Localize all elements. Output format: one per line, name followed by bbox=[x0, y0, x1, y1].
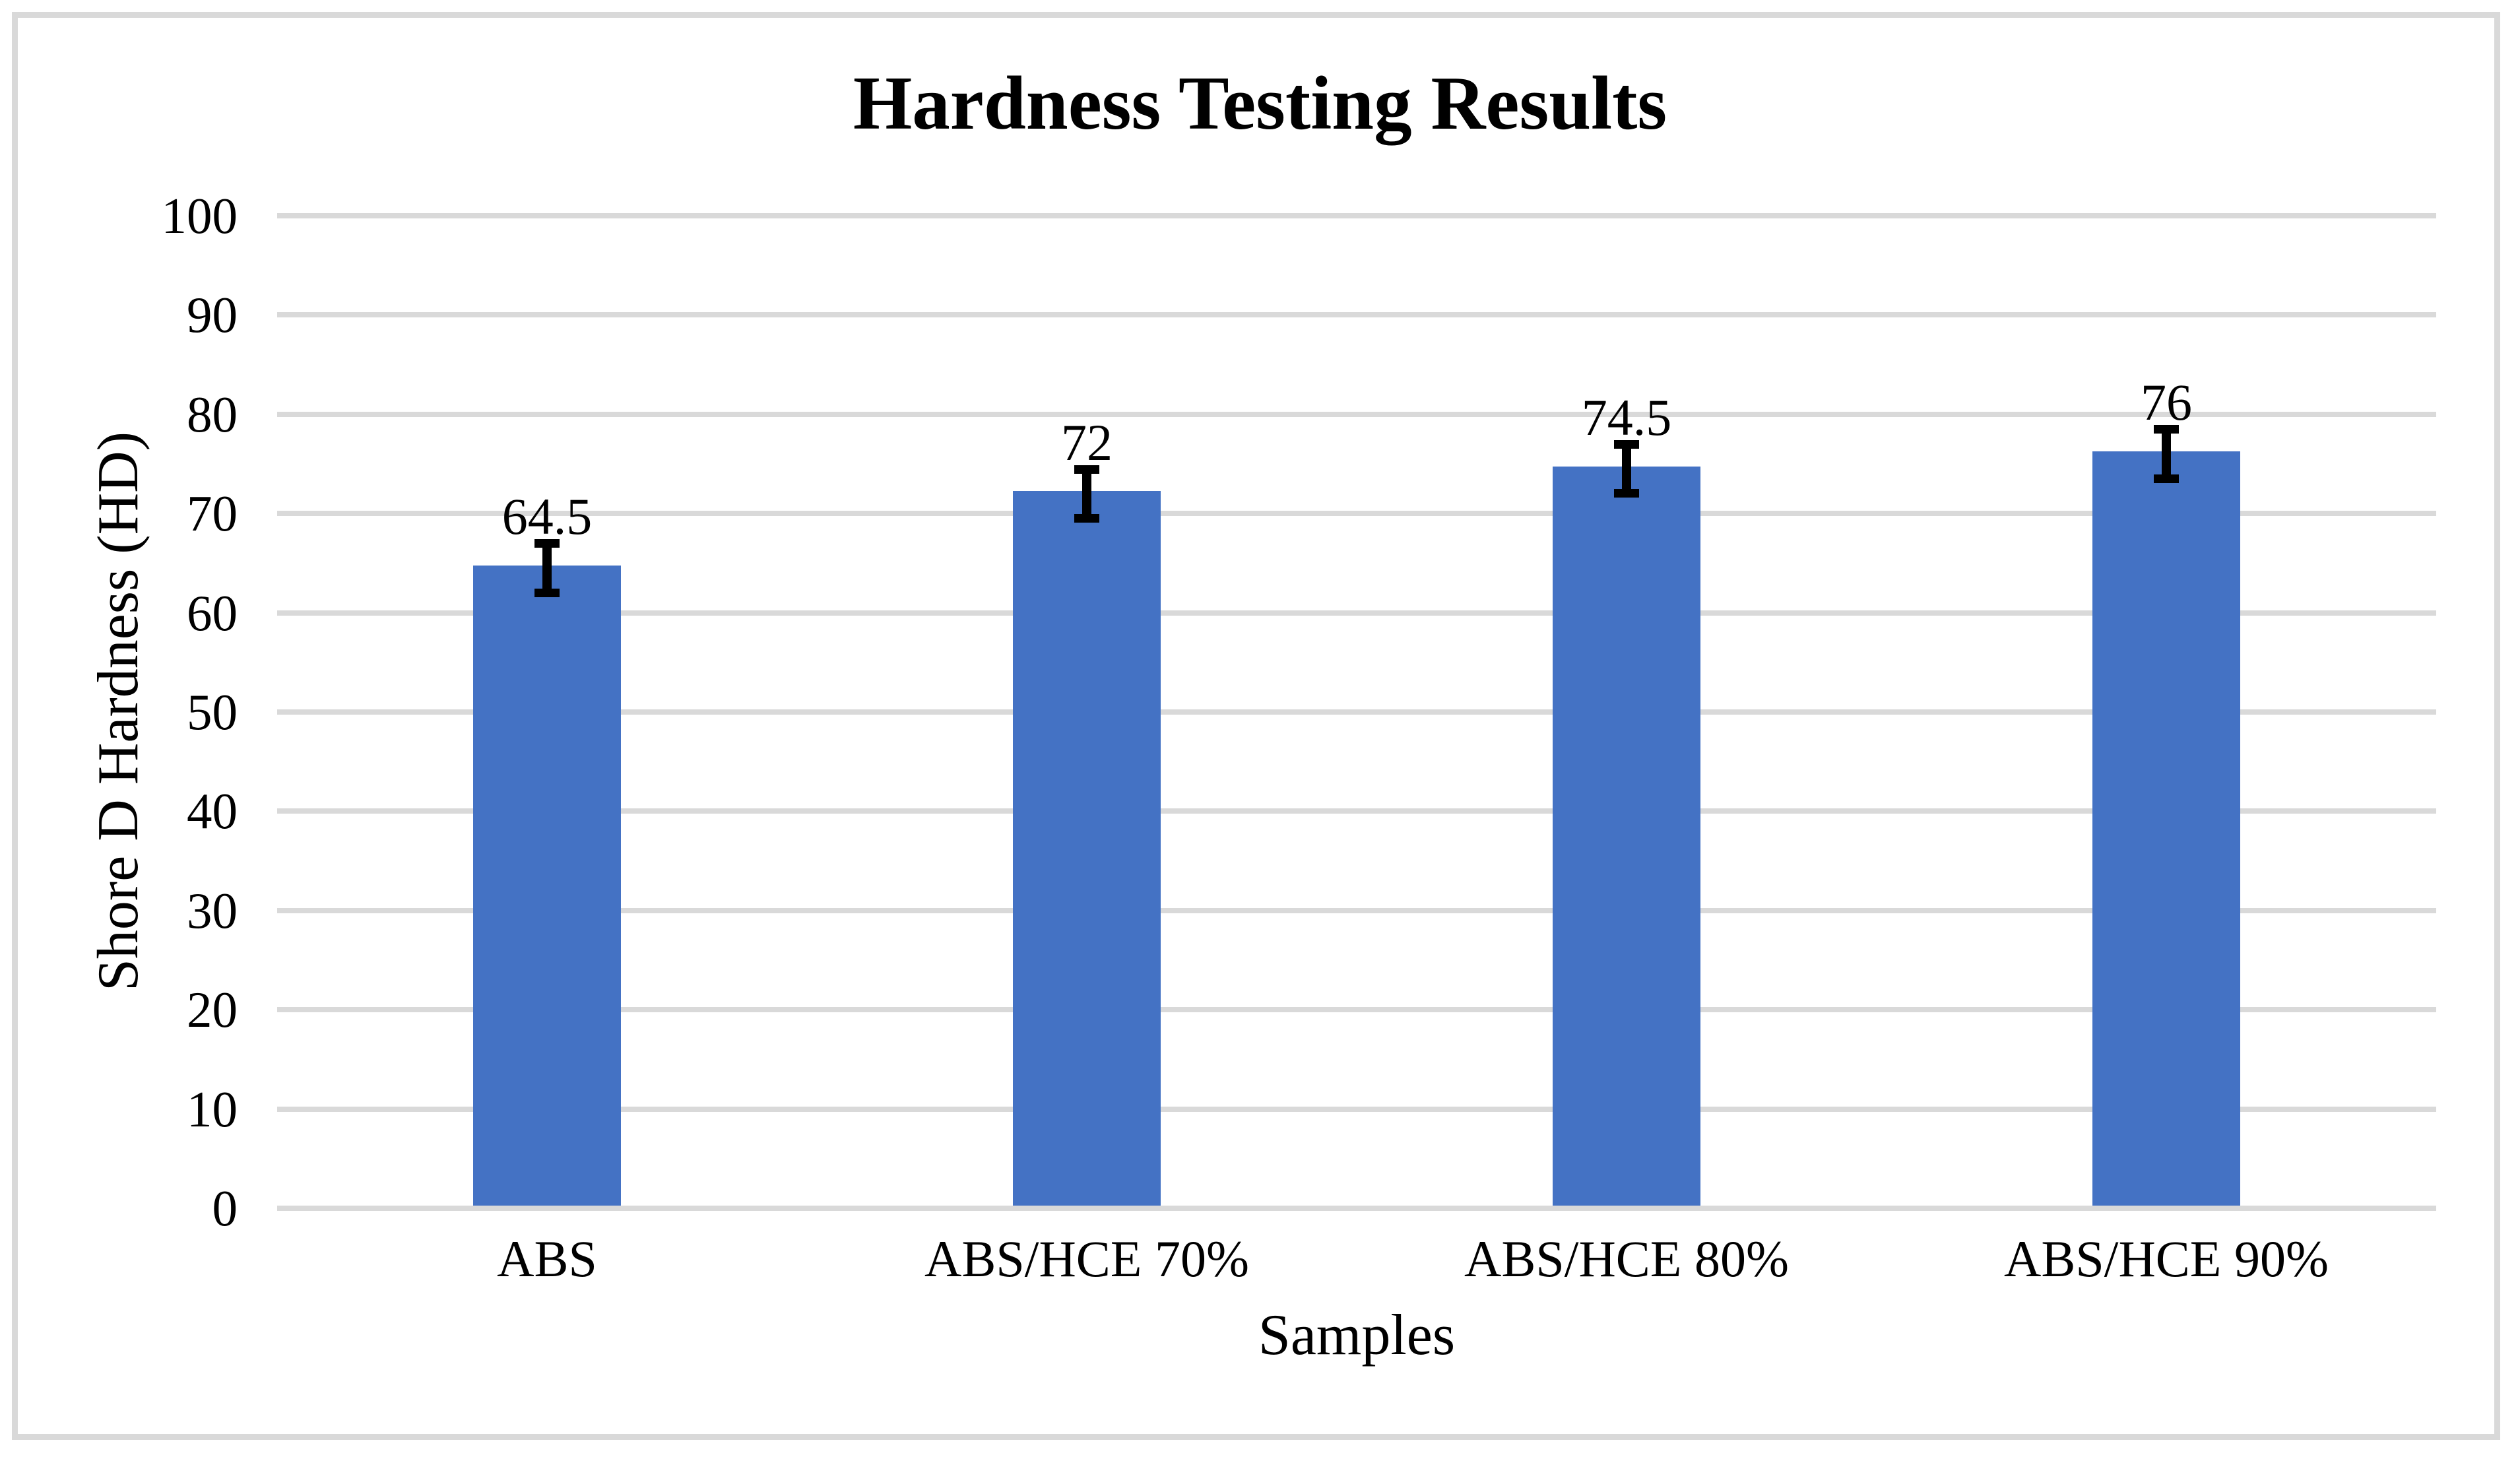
error-bar-cap-bottom bbox=[1074, 513, 1099, 523]
error-bar-cap-bottom bbox=[1614, 489, 1639, 498]
y-tick-label: 50 bbox=[187, 684, 238, 740]
chart-border bbox=[12, 12, 2500, 1440]
x-axis-title: Samples bbox=[1258, 1303, 1456, 1367]
error-bar-stroke bbox=[2162, 429, 2171, 479]
bar bbox=[473, 565, 621, 1206]
chart-title: Hardness Testing Results bbox=[853, 61, 1667, 145]
y-tick-label: 90 bbox=[187, 286, 238, 344]
data-label: 76 bbox=[2141, 373, 2192, 432]
y-tick-label: 60 bbox=[187, 584, 238, 641]
y-tick-label: 40 bbox=[187, 783, 238, 840]
y-tick-label: 10 bbox=[187, 1080, 238, 1138]
gridline bbox=[277, 213, 2436, 218]
bar bbox=[1013, 491, 1161, 1206]
gridline bbox=[277, 709, 2436, 715]
error-bar-cap-top bbox=[1074, 465, 1099, 474]
error-bar-stroke bbox=[1622, 443, 1631, 494]
error-bar-cap-top bbox=[2154, 425, 2179, 434]
gridline bbox=[277, 511, 2436, 517]
error-bar-stroke bbox=[1082, 469, 1091, 519]
gridline bbox=[277, 808, 2436, 814]
error-bar-stroke bbox=[542, 543, 552, 593]
gridline bbox=[277, 312, 2436, 318]
gridline bbox=[277, 411, 2436, 417]
gridline bbox=[277, 907, 2436, 913]
category-label: ABS bbox=[497, 1230, 597, 1287]
y-tick-label: 20 bbox=[187, 981, 238, 1039]
gridline bbox=[277, 1007, 2436, 1013]
data-label: 74.5 bbox=[1581, 388, 1672, 446]
category-label: ABS/HCE 90% bbox=[2004, 1230, 2329, 1287]
gridline bbox=[277, 1106, 2436, 1112]
category-label: ABS/HCE 70% bbox=[924, 1230, 1249, 1287]
bar bbox=[1553, 466, 1700, 1206]
error-bar-cap-bottom bbox=[2154, 474, 2179, 483]
y-tick-label: 80 bbox=[187, 385, 238, 443]
y-tick-label: 30 bbox=[187, 882, 238, 939]
bar bbox=[2092, 451, 2240, 1206]
error-bar-cap-bottom bbox=[534, 588, 560, 597]
y-tick-label: 100 bbox=[161, 187, 238, 244]
error-bar-cap-top bbox=[534, 539, 560, 548]
data-label: 72 bbox=[1061, 413, 1113, 471]
gridline bbox=[277, 610, 2436, 616]
error-bar-cap-top bbox=[1614, 439, 1639, 449]
data-label: 64.5 bbox=[501, 488, 593, 546]
gridline bbox=[277, 1206, 2436, 1211]
y-tick-label: 0 bbox=[212, 1180, 238, 1237]
category-label: ABS/HCE 80% bbox=[1464, 1230, 1789, 1287]
y-tick-label: 70 bbox=[187, 485, 238, 542]
